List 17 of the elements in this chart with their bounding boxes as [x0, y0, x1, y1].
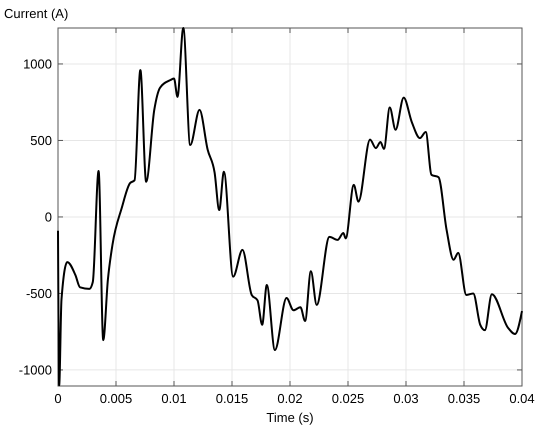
x-tick-label: 0.01 [161, 391, 187, 406]
x-tick-label: 0.015 [216, 391, 248, 406]
y-tick-label: 500 [30, 132, 52, 148]
x-tick-label: 0.04 [509, 391, 535, 406]
y-tick-label: -500 [26, 286, 52, 301]
x-tick-label: 0.025 [332, 391, 364, 406]
x-tick-label: 0 [54, 391, 62, 406]
y-tick-label: 1000 [23, 56, 52, 72]
x-tick-label: 0.03 [393, 391, 419, 406]
x-tick-label: 0.02 [277, 391, 303, 406]
line-series [57, 27, 523, 386]
x-tick-label: 0.035 [448, 391, 480, 406]
x-tick-label: 0.005 [100, 391, 132, 406]
x-axis-title: Time (s) [266, 410, 314, 425]
y-tick-label: -1000 [18, 362, 52, 378]
y-tick-label: 0 [44, 209, 52, 224]
y-axis-title: Current (A) [4, 6, 68, 21]
